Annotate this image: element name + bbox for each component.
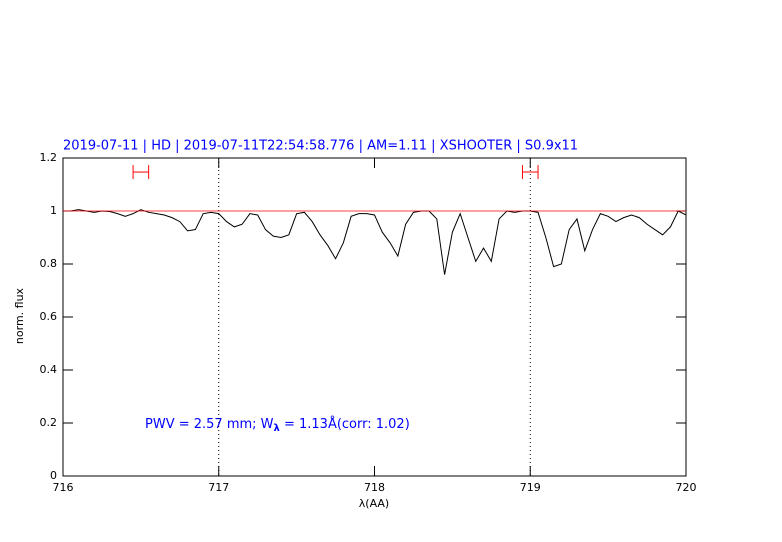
y-axis-label: norm. flux (13, 287, 26, 344)
y-tick-label: 1 (50, 204, 57, 217)
x-tick-label: 720 (676, 481, 697, 494)
annotation-subscript: λ (274, 423, 281, 434)
spectrum-line (63, 209, 687, 275)
annotation: PWV = 2.57 mm; Wλ = 1.13Å(corr: 1.02) (145, 416, 410, 435)
y-tick-label: 0.8 (40, 257, 58, 270)
x-tick-label: 718 (364, 481, 385, 494)
y-tick-label: 0.6 (40, 310, 58, 323)
x-tick-label: 716 (53, 481, 74, 494)
y-tick-label: 1.2 (40, 151, 58, 164)
y-tick-label: 0.2 (40, 416, 58, 429)
chart-title: 2019-07-11 | HD | 2019-07-11T22:54:58.77… (63, 139, 578, 154)
x-axis-label: λ(AA) (359, 497, 389, 510)
annotation-text: PWV = 2.57 mm; W (145, 417, 274, 432)
x-tick-label: 717 (208, 481, 229, 494)
y-tick-label: 0 (50, 469, 57, 482)
y-tick-label: 0.4 (40, 363, 58, 376)
x-tick-label: 719 (520, 481, 541, 494)
annotation-text: = 1.13Å(corr: 1.02) (280, 416, 410, 432)
